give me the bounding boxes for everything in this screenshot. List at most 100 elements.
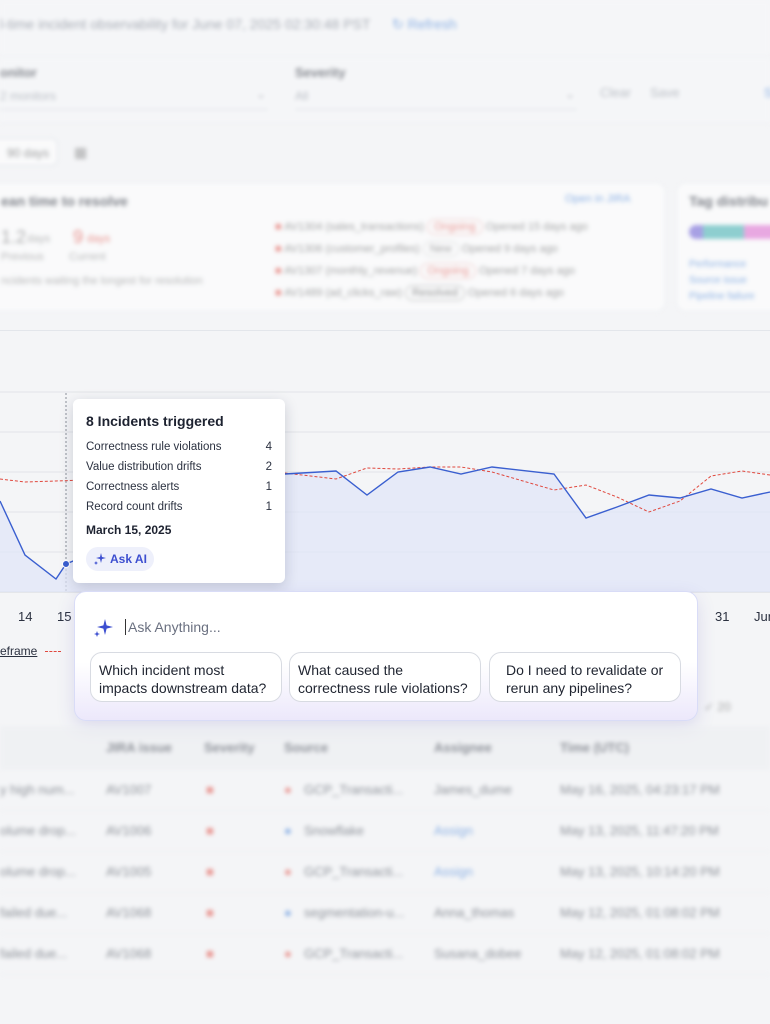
incident-name: (customer_profiles)	[325, 243, 420, 255]
sparkle-icon	[94, 553, 106, 565]
table-header: JIRA issue Severity Source Assignee Time…	[0, 726, 770, 770]
cell-description: olume drop...	[0, 823, 76, 838]
assign-button[interactable]: Assign	[434, 864, 474, 879]
page-subtitle: l-time incident observability for June 0…	[0, 16, 371, 32]
tooltip-row-value: 2	[265, 461, 272, 473]
x-tick: Jun	[754, 609, 770, 624]
tag-legend: Performance Source issue Pipeline failur…	[689, 257, 755, 305]
ask-anything-panel: Ask Anything... Which incident most impa…	[74, 591, 698, 721]
page-header: l-time incident observability for June 0…	[0, 0, 770, 57]
cell-jira[interactable]: AV1005	[106, 864, 152, 879]
incident-id: AV1307	[284, 265, 323, 277]
incidents-table: ✓ 20 JIRA issue Severity Source Assignee…	[0, 700, 770, 1024]
list-item[interactable]: ■ AV1489 (ad_clicks_raw) Resolved Opened…	[275, 285, 655, 307]
card-title: ean time to resolve	[1, 193, 128, 209]
cell-jira[interactable]: AV1068	[106, 946, 152, 961]
refresh-icon: ↻	[392, 16, 404, 32]
table-row[interactable]: failed due... AV1068 ■ ● segmentation-u.…	[0, 893, 770, 934]
incident-id: AV1304	[284, 221, 323, 233]
table-row[interactable]: olume drop... AV1005 ■ ● GCP_Transacti..…	[0, 852, 770, 893]
table-row[interactable]: olume drop... AV1006 ■ ● Snowflake Assig…	[0, 811, 770, 852]
previous-label: Previous	[1, 251, 44, 263]
date-range-chip[interactable]: 90 days	[0, 138, 58, 166]
legend-label[interactable]: eframe	[0, 644, 38, 658]
sparkle-icon	[94, 619, 113, 637]
source-icon: ●	[284, 782, 292, 797]
severity-icon: ■	[206, 864, 214, 879]
list-item[interactable]: ■ AV1307 (monthly_revenue) Ongoing Opene…	[275, 263, 655, 285]
column-header[interactable]: Severity	[204, 740, 255, 755]
cell-assignee[interactable]: Anna_thomas	[434, 905, 515, 920]
ask-input[interactable]: Ask Anything...	[125, 619, 221, 635]
ask-ai-button[interactable]: Ask AI	[86, 547, 154, 571]
incident-name: (sales_transactions)	[325, 221, 424, 233]
cell-description: y high num...	[0, 782, 75, 797]
cell-assignee[interactable]: James_dume	[434, 782, 513, 797]
severity-icon: ■	[206, 782, 214, 797]
hover-point[interactable]	[62, 560, 70, 568]
severity-icon: ■	[275, 243, 282, 255]
incident-opened: Opened 6 days ago	[467, 287, 564, 299]
tooltip-row-value: 1	[265, 501, 272, 513]
severity-icon: ■	[206, 823, 214, 838]
card-note: ncidents waiting the longest for resolut…	[1, 275, 203, 287]
severity-select[interactable]: All ⌄	[295, 83, 577, 110]
tooltip-row-label: Value distribution drifts	[86, 461, 202, 473]
row-count-value: 20	[717, 700, 731, 714]
chart-tooltip: 8 Incidents triggered Correctness rule v…	[73, 399, 285, 583]
tooltip-row: Correctness rule violations 4	[86, 441, 272, 453]
cell-time: May 12, 2025, 01:08:02 PM	[560, 905, 720, 920]
cell-source: segmentation-u...	[304, 905, 405, 920]
open-jira-link[interactable]: Open in JIRA	[565, 193, 631, 205]
suggestion-chip[interactable]: Which incident most impacts downstream d…	[90, 652, 282, 702]
mttr-card: ean time to resolve 1.2 days Previous 9 …	[0, 182, 666, 312]
cell-assignee[interactable]: Susana_dobee	[434, 946, 522, 961]
monitor-select[interactable]: 2 monitors ⌄	[0, 83, 268, 110]
incident-id: AV1306	[284, 243, 323, 255]
source-icon: ●	[284, 823, 292, 838]
cell-jira[interactable]: AV1068	[106, 905, 152, 920]
tooltip-row: Value distribution drifts 2	[86, 461, 272, 473]
tooltip-title: 8 Incidents triggered	[86, 413, 224, 429]
cell-description: failed due...	[0, 946, 68, 961]
incident-name: (ad_clicks_raw)	[325, 287, 402, 299]
clear-button[interactable]: Clear	[600, 85, 632, 100]
list-item[interactable]: ■ AV1304 (sales_transactions) Ongoing Op…	[275, 219, 655, 241]
severity-icon: ■	[275, 287, 282, 299]
incident-name: (monthly_revenue)	[325, 265, 418, 277]
cell-jira[interactable]: AV1006	[106, 823, 152, 838]
column-header[interactable]: Source	[284, 740, 329, 755]
source-icon: ●	[284, 864, 292, 879]
severity-icon: ■	[275, 265, 282, 277]
refresh-button[interactable]: ↻ Refresh	[392, 16, 457, 32]
ask-ai-label: Ask AI	[110, 552, 147, 566]
severity-icon: ■	[206, 946, 214, 961]
more-filters-button[interactable]: S	[764, 85, 770, 100]
previous-value: 1.2	[1, 227, 27, 247]
current-label: Current	[69, 251, 106, 263]
incident-opened: Opened 9 days ago	[461, 243, 558, 255]
save-button[interactable]: Save	[650, 85, 680, 100]
suggestion-chip[interactable]: What caused the correctness rule violati…	[289, 652, 481, 702]
tag-legend-item: Performance	[689, 259, 747, 270]
table-row[interactable]: y high num... AV1007 ■ ● GCP_Transacti..…	[0, 770, 770, 811]
calendar-icon[interactable]: ▦	[74, 144, 88, 160]
column-header[interactable]: Assignee	[434, 740, 492, 755]
list-item[interactable]: ■ AV1306 (customer_profiles) New Opened …	[275, 241, 655, 263]
cell-description: olume drop...	[0, 864, 76, 879]
assign-button[interactable]: Assign	[434, 823, 474, 838]
column-header[interactable]: Time (UTC)	[560, 740, 630, 755]
suggestion-chip[interactable]: Do I need to revalidate or rerun any pip…	[489, 652, 681, 702]
cell-jira[interactable]: AV1007	[106, 782, 152, 797]
table-row[interactable]: failed due... AV1068 ■ ● GCP_Transacti..…	[0, 934, 770, 975]
column-header[interactable]: JIRA issue	[106, 740, 172, 755]
incident-opened: Opened 7 days ago	[478, 265, 575, 277]
tooltip-row-value: 4	[265, 441, 272, 453]
incident-opened: Opened 15 days ago	[485, 221, 588, 233]
cell-time: May 16, 2025, 04:23:17 PM	[560, 782, 720, 797]
severity-icon: ■	[206, 905, 214, 920]
current-unit: days	[87, 233, 111, 245]
baseline-series	[0, 466, 770, 513]
cell-source: GCP_Transacti...	[304, 946, 404, 961]
filter-bar: onitor 2 monitors ⌄ Severity All ⌄ Clear…	[0, 57, 770, 124]
